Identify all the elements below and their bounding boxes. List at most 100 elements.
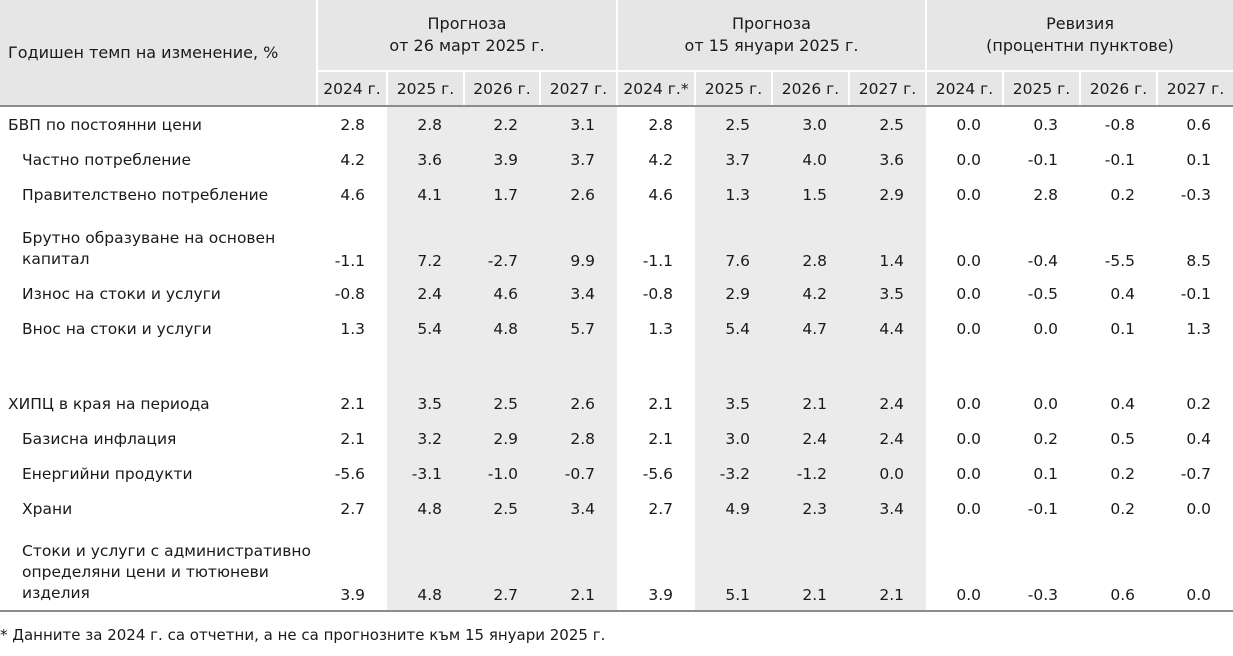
table-row: Енергийни продукти -5.6 -3.1 -1.0 -0.7 -…	[0, 456, 1233, 491]
table-cell: 5.4	[695, 311, 772, 346]
table-cell: 2.1	[540, 526, 617, 612]
table-row: Частно потребление 4.2 3.6 3.9 3.7 4.2 3…	[0, 142, 1233, 177]
table-cell: -5.6	[334, 464, 365, 483]
year-header: 2027 г.	[539, 70, 617, 107]
table-row: Брутно образуване на основен капитал -1.…	[0, 212, 1233, 276]
table-cell: 2.6	[540, 386, 617, 421]
table-cell: -5.6	[642, 464, 673, 483]
table-row: БВП по постоянни цени 2.8 2.8 2.2 3.1 2.…	[0, 106, 1233, 142]
table-cell: -3.1	[387, 456, 464, 491]
table-cell: 2.7	[648, 499, 673, 518]
table-cell: 0.0	[956, 429, 981, 448]
table-cell: 3.7	[540, 142, 617, 177]
table-cell: 0.0	[956, 252, 981, 270]
table-cell: 3.2	[387, 421, 464, 456]
table-cell: 0.2	[1110, 185, 1135, 204]
table-cell: 1.5	[772, 177, 849, 212]
table-cell: 4.4	[849, 311, 926, 346]
table-cell: 8.5	[1186, 252, 1212, 270]
table-cell: -0.1	[1104, 150, 1135, 169]
table-cell: 2.8	[540, 421, 617, 456]
table-cell: 2.8	[772, 212, 849, 276]
row-label: Брутно образуване на основен капитал	[22, 229, 276, 268]
table-cell: -2.7	[464, 212, 540, 276]
table-cell: 0.0	[956, 319, 981, 338]
table-cell: 1.7	[464, 177, 540, 212]
year-header-row: 2024 г. 2025 г. 2026 г. 2027 г. 2024 г.*…	[0, 70, 1233, 107]
table-cell: 3.7	[695, 142, 772, 177]
group-header-revision: Ревизия (процентни пунктове)	[924, 0, 1233, 71]
table-cell: 2.2	[464, 106, 540, 142]
row-label: ХИПЦ в края на периода	[8, 394, 210, 413]
table-cell: 3.5	[849, 276, 926, 311]
year-header: 2025 г.	[1002, 70, 1080, 107]
table-row: ХИПЦ в края на периода 2.1 3.5 2.5 2.6 2…	[0, 386, 1233, 421]
table-cell: 3.4	[540, 276, 617, 311]
table-cell: 3.5	[387, 386, 464, 421]
table-cell: 2.9	[464, 421, 540, 456]
table-cell: 0.0	[956, 284, 981, 303]
table-cell: -0.1	[1027, 150, 1058, 169]
table-cell: 1.4	[849, 212, 926, 276]
table-cell: 3.9	[617, 526, 695, 612]
table-cell: 3.9	[317, 526, 387, 612]
row-label: Енергийни продукти	[22, 464, 193, 483]
table-cell: 4.8	[464, 311, 540, 346]
table-row: Храни 2.7 4.8 2.5 3.4 2.7 4.9 2.3 3.4 0.…	[0, 491, 1233, 526]
table-cell: 4.9	[695, 491, 772, 526]
table-cell: 2.9	[695, 276, 772, 311]
table-cell: 0.1	[1186, 150, 1212, 169]
table-cell: 2.1	[772, 386, 849, 421]
table-cell: -0.3	[1003, 526, 1080, 612]
table-cell: 7.2	[387, 212, 464, 276]
table-cell: -0.8	[642, 284, 673, 303]
table-cell: 2.1	[648, 394, 673, 413]
table-cell: 2.5	[849, 106, 926, 142]
table-cell: 1.3	[340, 319, 365, 338]
table-cell: 4.2	[340, 150, 365, 169]
year-header: 2025 г.	[386, 70, 464, 107]
table-cell: 0.2	[1110, 464, 1135, 483]
table-cell: 0.4	[1186, 429, 1212, 448]
table-cell: 1.3	[648, 319, 673, 338]
table-cell: 3.5	[695, 386, 772, 421]
table-row: Износ на стоки и услуги -0.8 2.4 4.6 3.4…	[0, 276, 1233, 311]
group-header-march: Прогноза от 26 март 2025 г.	[316, 0, 617, 71]
row-label: Износ на стоки и услуги	[22, 284, 221, 303]
year-header: 2024 г.*	[616, 70, 695, 107]
table-cell: -0.8	[1104, 115, 1135, 134]
table-cell: 2.1	[340, 394, 365, 413]
table-cell: -0.7	[1180, 464, 1212, 483]
year-header: 2025 г.	[694, 70, 772, 107]
table-cell: 2.4	[772, 421, 849, 456]
year-header: 2024 г.	[925, 70, 1003, 107]
row-label: Стоки и услуги с административно определ…	[0, 526, 317, 612]
table-cell: 0.0	[1033, 319, 1058, 338]
table-cell: 3.6	[387, 142, 464, 177]
table-cell: 2.4	[849, 421, 926, 456]
table-cell: 0.1	[1110, 319, 1135, 338]
year-header: 2026 г.	[463, 70, 540, 107]
row-label: БВП по постоянни цени	[8, 115, 202, 134]
table-cell: 2.5	[695, 106, 772, 142]
forecast-revision-table: Годишен темп на изменение, % Прогноза от …	[0, 0, 1233, 612]
table-cell: 9.9	[540, 212, 617, 276]
table-cell: 2.9	[849, 177, 926, 212]
table-cell: 3.4	[540, 491, 617, 526]
table-cell: -1.1	[642, 252, 673, 270]
footnote: * Данните за 2024 г. са отчетни, а не са…	[0, 626, 606, 644]
year-header: 2026 г.	[1079, 70, 1157, 107]
table-cell: 2.1	[772, 526, 849, 612]
table-cell: 3.1	[540, 106, 617, 142]
table-cell: 2.7	[340, 499, 365, 518]
table-cell: 4.6	[648, 185, 673, 204]
table-cell: 0.6	[1080, 526, 1157, 612]
table-cell: 2.1	[849, 526, 926, 612]
table-cell: 5.7	[540, 311, 617, 346]
year-header: 2027 г.	[848, 70, 926, 107]
table-cell: 2.5	[464, 386, 540, 421]
table-cell: 0.4	[1110, 394, 1135, 413]
table-cell: 1.3	[695, 177, 772, 212]
table-cell: 4.0	[772, 142, 849, 177]
table-cell: 2.8	[648, 115, 673, 134]
